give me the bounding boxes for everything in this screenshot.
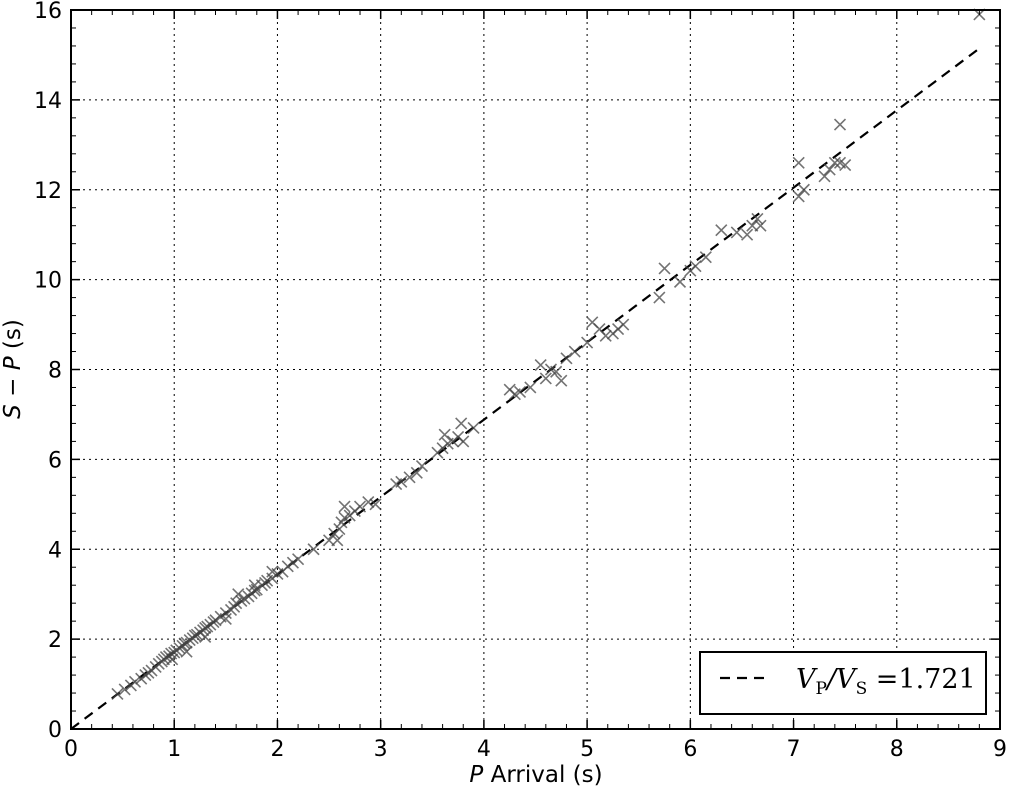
data-point (699, 251, 712, 264)
data-point (369, 498, 382, 511)
y-tick-label: 0 (48, 718, 62, 743)
data-point (201, 620, 214, 633)
data-point (410, 466, 423, 479)
data-point (111, 687, 124, 701)
data-point (415, 460, 429, 473)
data-point (403, 471, 416, 484)
data-point (653, 291, 666, 304)
data-point (286, 556, 299, 569)
data-point (792, 156, 805, 169)
data-point (199, 630, 212, 643)
data-point (209, 614, 222, 627)
data-point (331, 534, 344, 547)
x-tick-labels: 0 1 2 3 4 5 6 7 8 9 (64, 737, 1007, 762)
data-point (333, 522, 346, 536)
data-point (751, 212, 764, 226)
x-axis-label: P Arrival (s) (469, 762, 602, 788)
y-tick-label: 14 (34, 89, 62, 114)
data-point (118, 683, 131, 696)
data-point (534, 358, 547, 372)
x-tick-label: 3 (374, 737, 388, 762)
legend-label: VP/VS =1.721 (796, 664, 976, 699)
data-point (457, 435, 470, 448)
x-tick-label: 0 (64, 737, 78, 762)
y-axis-label: S − P (s) (0, 319, 26, 419)
data-point (248, 579, 261, 592)
data-point (353, 500, 367, 513)
data-point (467, 421, 480, 434)
legend-box (699, 651, 987, 715)
data-point (839, 158, 852, 172)
data-point (741, 228, 754, 241)
data-point (754, 219, 767, 232)
y-tick-label: 12 (34, 179, 62, 204)
data-point (581, 336, 594, 349)
data-point (438, 428, 451, 441)
data-point (828, 156, 841, 169)
data-point (266, 565, 279, 578)
data-point (555, 374, 568, 387)
data-point (599, 329, 612, 342)
axis-ticks (70, 9, 1001, 730)
data-point (797, 183, 810, 196)
data-point (818, 170, 831, 183)
x-tick-label: 5 (580, 737, 594, 762)
data-point (128, 675, 142, 688)
data-point (292, 553, 305, 566)
data-point (617, 318, 630, 331)
data-point (166, 653, 179, 666)
data-point (524, 381, 537, 394)
data-point (338, 500, 351, 513)
legend: VP/VS =1.721 (699, 651, 987, 715)
data-point (228, 600, 241, 613)
data-point (673, 275, 687, 288)
data-point (730, 226, 743, 239)
y-tick-label: 4 (48, 538, 62, 563)
data-point (362, 496, 375, 509)
x-tick-label: 2 (270, 737, 284, 762)
data-point (539, 372, 552, 385)
data-point (823, 163, 836, 176)
data-point (550, 365, 563, 378)
x-tick-label: 7 (787, 737, 801, 762)
data-point (568, 345, 581, 358)
y-tick-label: 2 (48, 628, 62, 653)
data-point (715, 224, 728, 237)
x-tick-label: 6 (683, 737, 697, 762)
data-point (178, 637, 191, 650)
x-tick-label: 4 (477, 737, 491, 762)
data-point (560, 352, 573, 365)
y-tick-label: 10 (34, 269, 62, 294)
data-point (248, 584, 261, 597)
x-tick-label: 1 (167, 737, 181, 762)
data-point (232, 588, 245, 601)
data-point (395, 475, 408, 488)
data-point (689, 260, 702, 273)
data-point (307, 543, 320, 556)
data-point (281, 560, 294, 573)
data-point (833, 118, 847, 131)
data-point (792, 190, 805, 203)
data-point (658, 262, 671, 275)
data-point (219, 612, 232, 625)
y-tick-label: 6 (48, 448, 62, 473)
y-tick-label: 8 (48, 359, 62, 384)
x-tick-label: 9 (993, 737, 1007, 762)
y-tick-label: 16 (34, 0, 62, 24)
y-tick-labels: 0 2 4 6 8 10 12 14 16 (34, 0, 62, 743)
x-tick-label: 8 (890, 737, 904, 762)
data-point (513, 385, 527, 399)
data-point (180, 645, 193, 658)
data-points (111, 8, 986, 701)
data-point (455, 417, 468, 430)
grid-lines (71, 10, 1000, 729)
